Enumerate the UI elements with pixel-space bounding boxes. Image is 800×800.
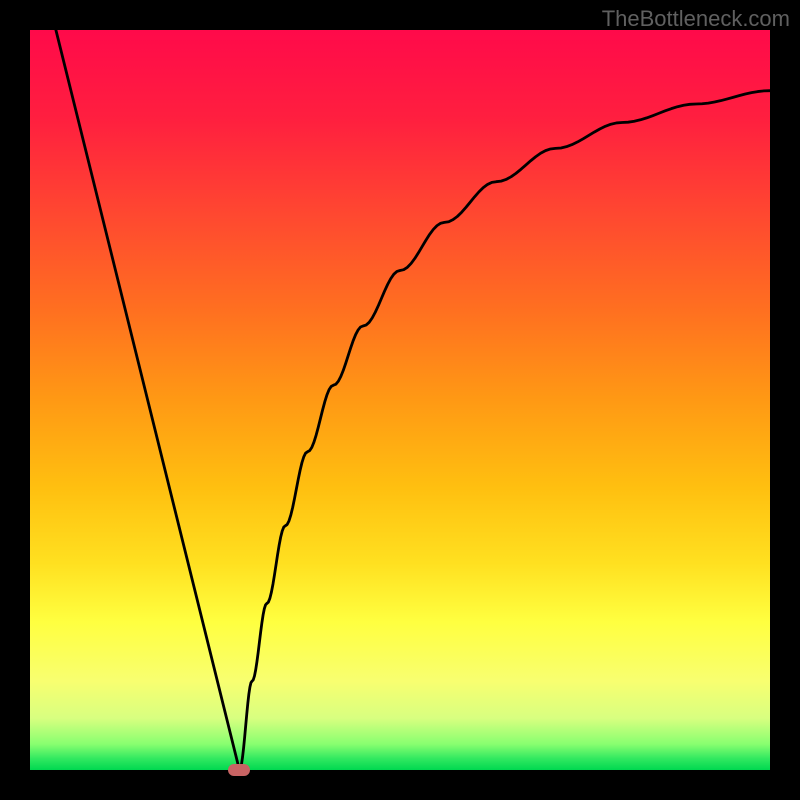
gradient-background xyxy=(30,30,770,770)
minimum-marker xyxy=(228,764,250,776)
chart-container: TheBottleneck.com xyxy=(0,0,800,800)
watermark-text: TheBottleneck.com xyxy=(602,6,790,32)
plot-area xyxy=(30,30,770,770)
